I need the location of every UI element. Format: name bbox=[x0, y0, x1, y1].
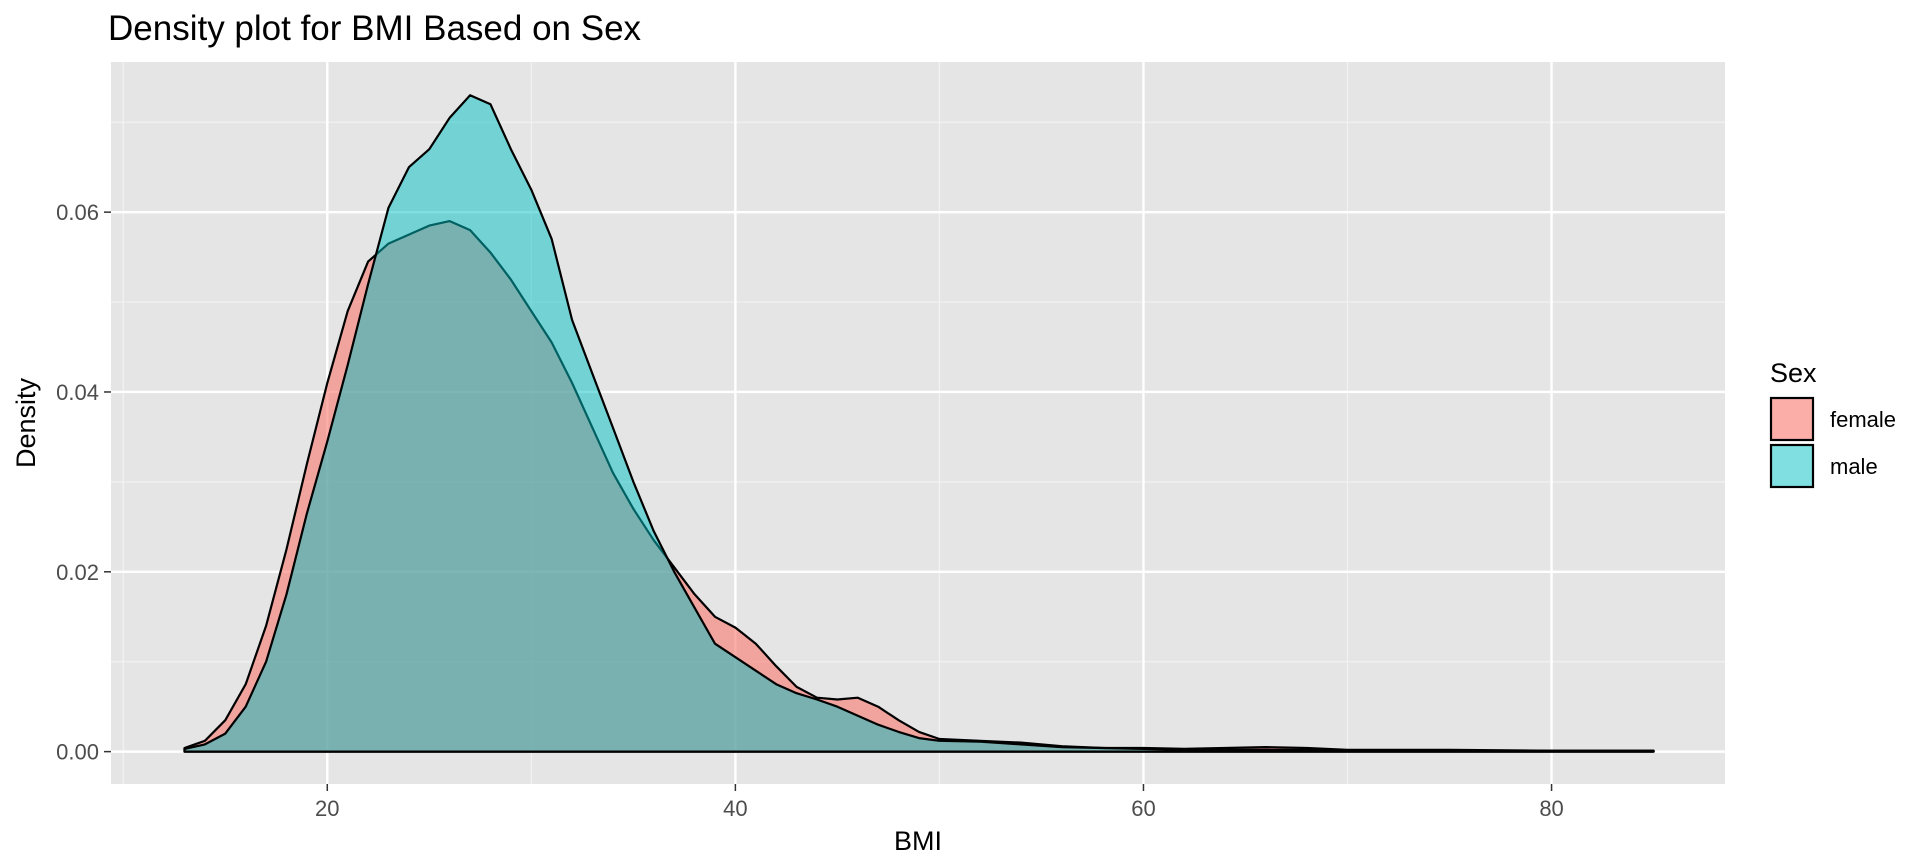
y-tick-label: 0.04 bbox=[56, 380, 99, 405]
x-axis-title: BMI bbox=[894, 826, 942, 856]
density-areas bbox=[183, 94, 1655, 753]
legend-title: Sex bbox=[1770, 358, 1817, 388]
legend-key-female bbox=[1769, 396, 1815, 442]
chart-title: Density plot for BMI Based on Sex bbox=[108, 9, 642, 48]
x-tick-label: 20 bbox=[315, 796, 339, 821]
legend: Sex female male bbox=[1769, 358, 1896, 489]
y-axis-title: Density bbox=[11, 377, 41, 468]
y-tick-label: 0.02 bbox=[56, 560, 99, 585]
x-axis: 20 40 60 80 bbox=[315, 784, 1564, 821]
legend-label-male: male bbox=[1830, 454, 1878, 479]
y-tick-label: 0.00 bbox=[56, 740, 99, 765]
y-axis: 0.00 0.02 0.04 0.06 bbox=[56, 200, 111, 765]
y-tick-label: 0.06 bbox=[56, 200, 99, 225]
x-tick-label: 80 bbox=[1539, 796, 1563, 821]
legend-key-male bbox=[1769, 443, 1815, 489]
x-tick-label: 40 bbox=[723, 796, 747, 821]
density-area-male bbox=[183, 94, 1655, 753]
legend-label-female: female bbox=[1830, 407, 1896, 432]
x-tick-label: 60 bbox=[1131, 796, 1155, 821]
